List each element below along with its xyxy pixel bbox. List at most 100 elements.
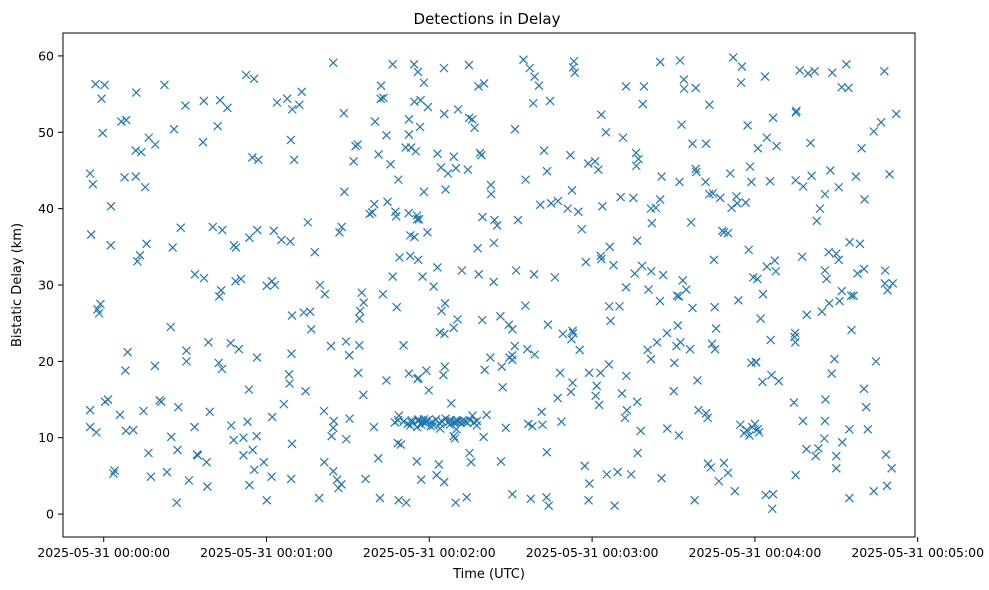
data-point	[437, 306, 446, 316]
data-point	[388, 59, 398, 69]
data-point	[394, 495, 404, 505]
data-point	[613, 467, 623, 477]
data-point	[103, 395, 113, 404]
data-point	[558, 329, 568, 339]
data-point	[226, 421, 236, 430]
data-point	[537, 407, 547, 417]
data-point	[376, 81, 386, 91]
data-point	[855, 239, 865, 249]
data-point	[236, 274, 246, 284]
data-point	[557, 417, 566, 427]
data-point	[597, 201, 607, 211]
data-point	[621, 371, 631, 381]
data-point	[834, 182, 844, 192]
data-point	[495, 311, 505, 321]
data-point	[226, 338, 236, 348]
data-point	[404, 208, 414, 218]
data-point	[771, 266, 781, 276]
data-point	[882, 481, 892, 491]
data-point	[479, 432, 488, 442]
data-point	[869, 127, 879, 136]
data-point	[672, 291, 682, 301]
data-point	[435, 327, 445, 337]
data-point	[768, 489, 778, 499]
data-point	[863, 424, 873, 434]
data-point	[715, 193, 725, 203]
data-point	[510, 341, 520, 351]
data-point	[807, 171, 817, 181]
data-point	[770, 256, 780, 265]
data-point	[489, 277, 499, 287]
data-point	[277, 235, 286, 245]
data-point	[704, 189, 714, 199]
data-point	[285, 379, 294, 388]
data-point	[596, 110, 606, 120]
data-point	[234, 344, 244, 354]
y-tick-label: 10	[38, 430, 54, 445]
data-point	[513, 215, 523, 225]
data-point	[172, 498, 182, 508]
data-point	[464, 60, 474, 70]
data-point	[815, 204, 825, 214]
data-point	[131, 88, 141, 97]
data-point	[411, 146, 421, 156]
data-point	[827, 68, 837, 78]
data-point	[439, 63, 449, 73]
data-point	[239, 450, 248, 460]
x-tick-label: 2025-05-31 00:04:00	[689, 545, 822, 560]
data-point	[393, 438, 403, 448]
data-point	[150, 140, 160, 149]
data-point	[817, 307, 827, 317]
data-point	[229, 435, 239, 445]
data-point	[451, 498, 461, 508]
y-axis-label: Bistatic Delay (km)	[10, 223, 25, 347]
data-point	[287, 349, 296, 359]
data-point	[440, 298, 450, 308]
data-point	[435, 419, 445, 429]
data-point	[526, 494, 536, 504]
data-point	[419, 78, 429, 88]
data-point	[285, 237, 295, 246]
data-point	[374, 149, 383, 159]
data-point	[827, 369, 837, 379]
data-point	[253, 155, 263, 165]
data-point	[328, 466, 338, 476]
data-point	[744, 245, 754, 255]
data-point	[831, 451, 841, 461]
data-point	[241, 70, 251, 80]
data-point	[337, 222, 347, 232]
data-point	[267, 412, 277, 422]
data-point	[139, 406, 149, 416]
data-point	[182, 356, 191, 366]
data-point	[876, 117, 886, 127]
data-point	[657, 172, 666, 181]
data-point	[173, 402, 183, 412]
data-point	[445, 420, 455, 430]
data-point	[520, 301, 530, 311]
data-point	[367, 208, 377, 217]
data-point	[615, 301, 624, 311]
data-point	[580, 461, 590, 471]
data-point	[395, 253, 404, 262]
data-point	[433, 263, 442, 272]
data-point	[825, 166, 835, 175]
data-point	[543, 320, 553, 330]
data-point	[790, 332, 799, 342]
data-point	[745, 431, 754, 440]
data-point	[414, 373, 423, 383]
data-point	[798, 182, 808, 191]
data-point	[142, 239, 151, 249]
data-point	[568, 328, 578, 338]
data-point	[507, 324, 517, 334]
data-point	[831, 463, 841, 473]
data-point	[847, 325, 856, 335]
data-point	[462, 492, 472, 502]
data-point	[553, 393, 563, 403]
data-point	[837, 286, 847, 296]
data-point	[405, 230, 415, 240]
data-point	[361, 474, 370, 484]
data-point	[880, 266, 890, 275]
data-point	[861, 402, 871, 412]
data-point	[478, 212, 487, 222]
data-point	[198, 137, 208, 147]
